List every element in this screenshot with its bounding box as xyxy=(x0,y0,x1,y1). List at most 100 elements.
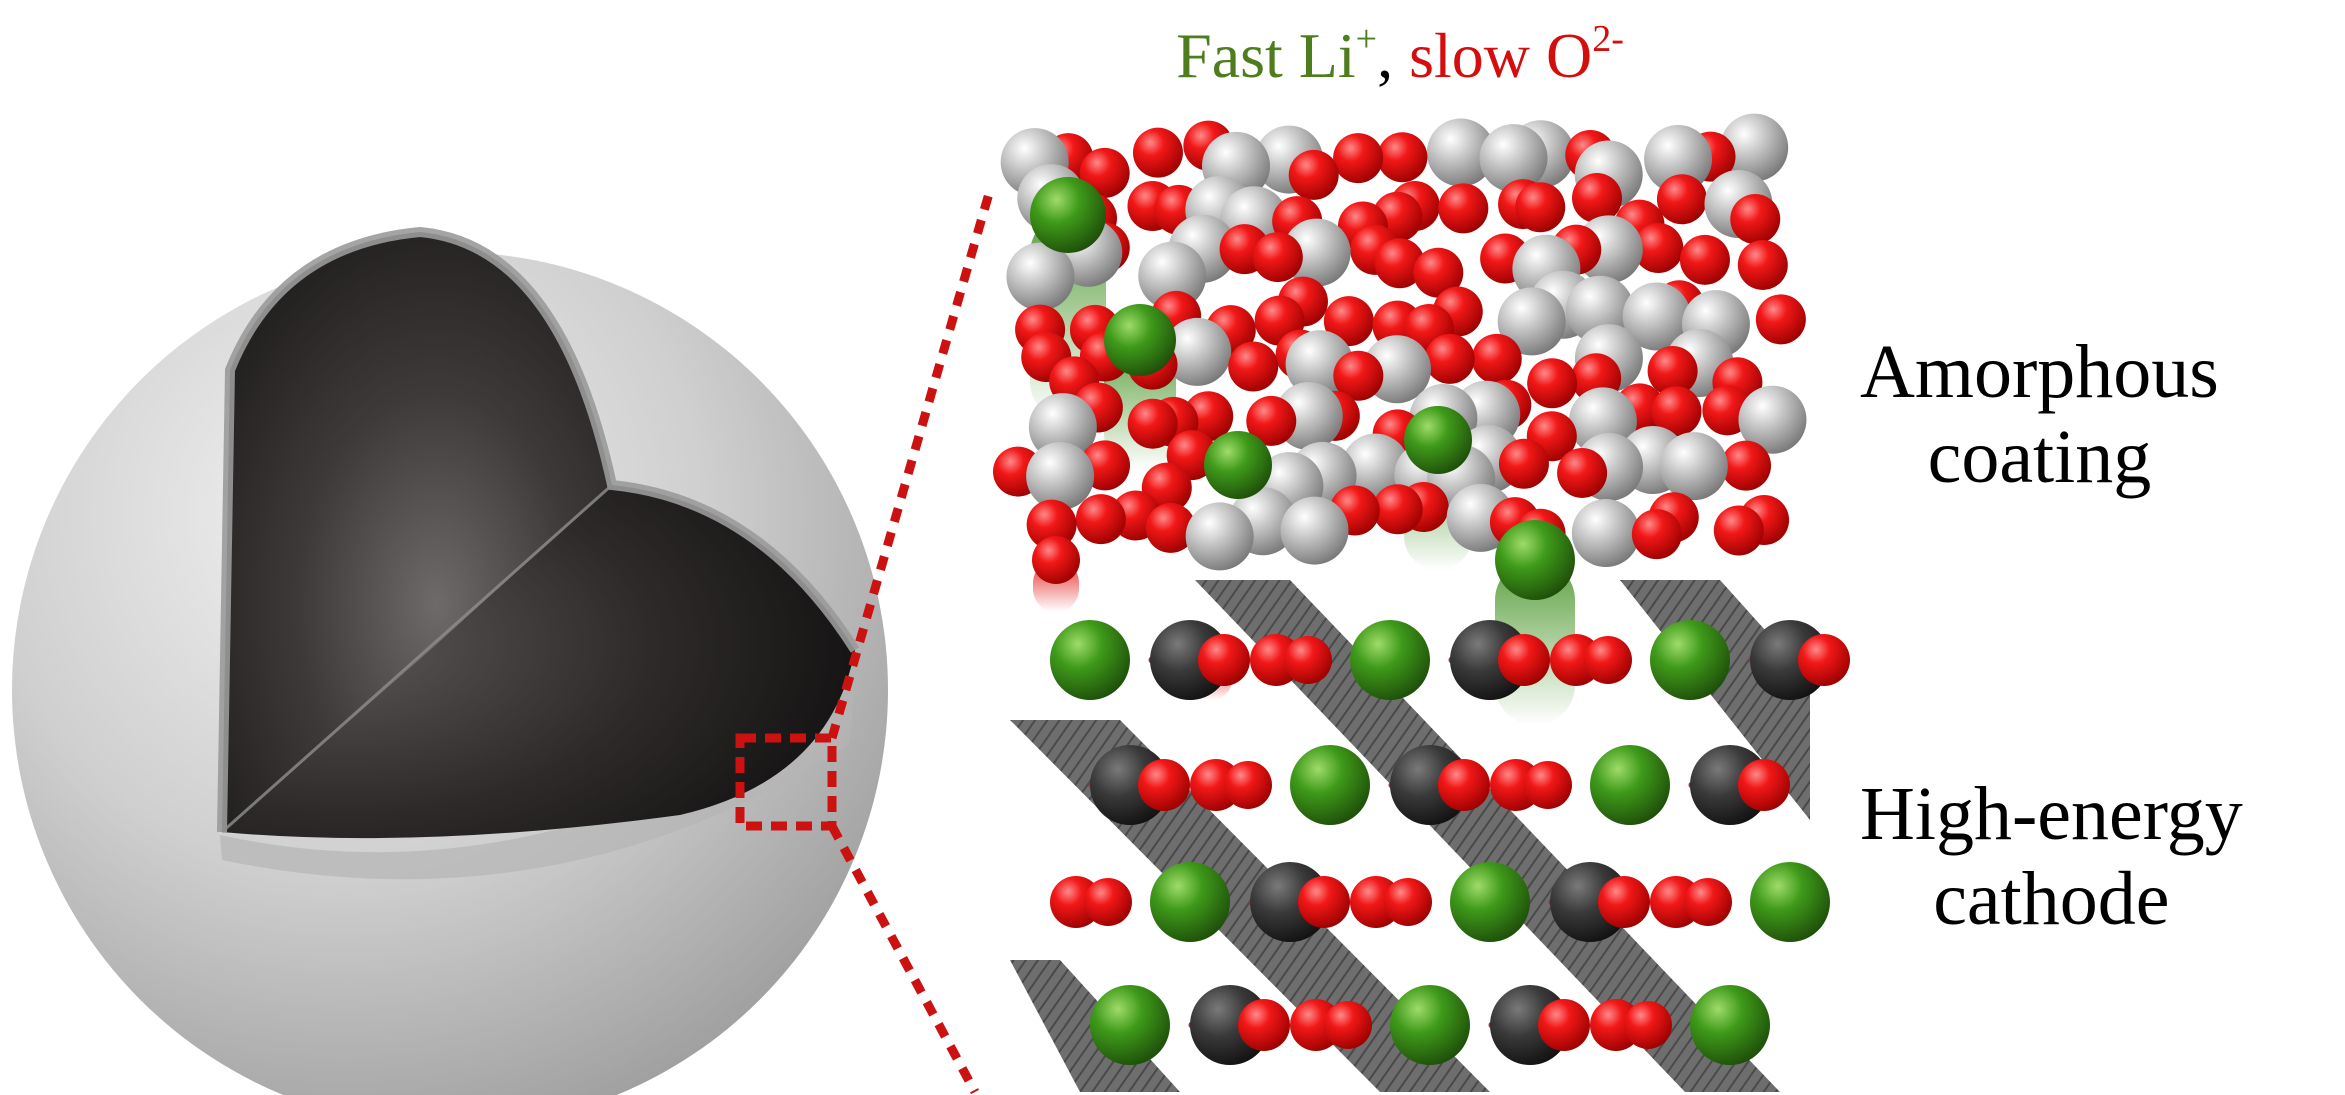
oxygen-atom xyxy=(1246,395,1297,446)
oxygen-atom xyxy=(1284,636,1332,684)
oxygen-atom xyxy=(1656,174,1707,225)
lithium-atom xyxy=(1204,431,1272,499)
oxygen-atom xyxy=(1755,294,1806,345)
coating-metal-atom xyxy=(1720,113,1789,182)
lithium-atom xyxy=(1150,862,1230,942)
coating-metal-atom xyxy=(1622,282,1691,351)
oxygen-atom xyxy=(1684,878,1732,926)
lithium-atom xyxy=(1090,985,1170,1065)
coating-metal-atom xyxy=(1138,241,1207,310)
zoom-indicator xyxy=(735,188,995,1095)
oxygen-atom xyxy=(1138,759,1190,811)
oxygen-atom xyxy=(1498,634,1550,686)
lithium-atom xyxy=(1030,177,1106,253)
lithium-atom xyxy=(1104,304,1176,376)
oxygen-atom xyxy=(1730,194,1781,245)
oxygen-atom xyxy=(1471,333,1522,384)
oxygen-atom xyxy=(1527,358,1578,409)
coating-metal-atom xyxy=(1659,432,1728,501)
coating-metal-atom xyxy=(1426,118,1495,187)
zoom-box xyxy=(735,733,837,831)
coating-metal-atom xyxy=(1497,287,1566,356)
cathode-label: High-energy cathode xyxy=(1860,772,2243,942)
diffusion-title: Fast Li+, slow O2- xyxy=(1150,18,1650,95)
oxygen-atom xyxy=(1413,247,1464,298)
oxygen-atom xyxy=(1713,505,1764,556)
coating-metal-atom xyxy=(1185,502,1254,571)
lithium-atom xyxy=(1495,520,1575,600)
title-separator: , xyxy=(1377,20,1410,91)
oxygen-atom xyxy=(1798,634,1850,686)
oxygen-atom xyxy=(1145,502,1196,553)
fast-li-label: Fast Li+ xyxy=(1176,18,1378,91)
oxygen-atom xyxy=(1631,509,1682,560)
core-section-right xyxy=(222,485,855,839)
coating-metal-atom xyxy=(1644,125,1713,194)
oxygen-atom xyxy=(1075,494,1126,545)
oxygen-atom xyxy=(1224,761,1272,809)
oxygen-atom xyxy=(1737,239,1788,290)
coating-metal-atom xyxy=(1479,124,1548,193)
oxygen-atom xyxy=(1571,173,1622,224)
coating-metal-atom xyxy=(1006,242,1075,311)
coating-metal-atom xyxy=(1280,496,1349,565)
oxygen-atom xyxy=(1598,876,1650,928)
coating-metal-atom xyxy=(1571,499,1640,568)
lithium-atom xyxy=(1290,745,1370,825)
coating-metal-atom xyxy=(1026,442,1095,511)
oxygen-atom xyxy=(1738,759,1790,811)
oxygen-atom xyxy=(1651,386,1702,437)
lithium-atom xyxy=(1350,620,1430,700)
oxygen-atom xyxy=(1238,999,1290,1051)
oxygen-atom xyxy=(1498,438,1549,489)
oxygen-atom xyxy=(1079,147,1130,198)
oxygen-atom xyxy=(1624,1001,1672,1049)
lithium-atom xyxy=(1450,862,1530,942)
core-shell-particle xyxy=(12,226,888,1095)
core-section-left xyxy=(222,232,612,832)
oxygen-atom xyxy=(1323,296,1374,347)
slow-o-label: slow O2- xyxy=(1409,18,1624,91)
oxygen-atom xyxy=(1032,536,1080,584)
coating-metal-atom xyxy=(1738,385,1807,454)
oxygen-atom xyxy=(1026,499,1077,550)
lithium-atom xyxy=(1750,862,1830,942)
lithium-atom xyxy=(1650,620,1730,700)
coating-metal-atom xyxy=(1163,317,1232,386)
oxygen-atom xyxy=(1228,341,1279,392)
core-edge xyxy=(217,226,860,833)
oxygen-atom xyxy=(1515,182,1566,233)
oxygen-atom xyxy=(1198,634,1250,686)
oxygen-atom xyxy=(1438,759,1490,811)
lithium-atom xyxy=(1590,745,1670,825)
oxygen-atom xyxy=(1127,398,1178,449)
lithium-atom xyxy=(1690,985,1770,1065)
oxygen-atom xyxy=(1633,223,1684,274)
oxygen-atom xyxy=(1384,878,1432,926)
zoom-line-top xyxy=(827,188,995,740)
oxygen-atom xyxy=(1288,149,1339,200)
oxygen-atom xyxy=(1538,999,1590,1051)
oxygen-atom xyxy=(1424,333,1475,384)
coating-label: Amorphous coating xyxy=(1860,330,2219,500)
atomic-structure xyxy=(993,113,1850,1092)
oxygen-atom xyxy=(1647,346,1698,397)
oxygen-atom xyxy=(1324,1001,1372,1049)
polyhedra-band xyxy=(1195,580,1780,1092)
coating-metal-atom xyxy=(1028,393,1097,462)
oxygen-atom xyxy=(1584,636,1632,684)
oxygen-atom xyxy=(1084,878,1132,926)
coating-metal-atom xyxy=(1341,433,1410,502)
oxygen-atom xyxy=(1679,234,1730,285)
oxygen-atom xyxy=(1333,133,1384,184)
lithium-atom xyxy=(1050,620,1130,700)
atom-layer xyxy=(993,113,1850,1065)
oxygen-atom xyxy=(1524,761,1572,809)
lithium-atom xyxy=(1404,406,1472,474)
oxygen-atom xyxy=(1333,350,1384,401)
oxygen-atom xyxy=(1372,484,1423,535)
coating-metal-atom xyxy=(1282,218,1351,287)
lithium-atom xyxy=(1390,985,1470,1065)
oxygen-atom xyxy=(1377,132,1428,183)
